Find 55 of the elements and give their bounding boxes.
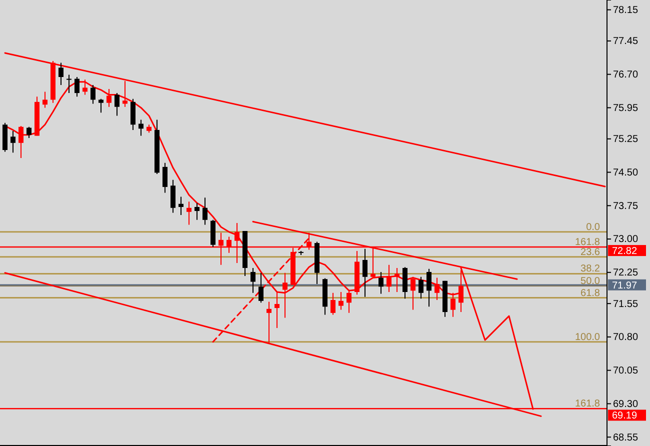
candlestick (378, 271, 384, 294)
y-tick-label: 72.25 (613, 268, 638, 279)
candlestick (178, 196, 184, 216)
candlestick (362, 248, 368, 298)
y-tick-label: 78.15 (613, 4, 638, 16)
ref-line-label: 69.19 (612, 410, 638, 422)
candlestick (66, 74, 72, 94)
candlestick (74, 76, 80, 98)
candlestick (26, 126, 32, 138)
y-tick-label: 76.70 (613, 70, 638, 81)
y-tick-label: 70.05 (613, 366, 638, 377)
annotation: 161.8 (574, 237, 600, 248)
candlestick (58, 62, 64, 86)
candlestick (202, 197, 208, 226)
candlestick (106, 88, 112, 108)
annotation: 161.8 (574, 398, 600, 410)
candlestick (138, 119, 144, 136)
candlestick (186, 201, 192, 226)
y-tick-label: 71.55 (613, 298, 638, 310)
annotation: 38.2 (580, 264, 600, 275)
candlestick (338, 291, 344, 310)
candlestick (42, 91, 48, 108)
annotation: 23.6 (580, 246, 600, 258)
candlestick (98, 98, 104, 114)
ref-line-label: 72.82 (612, 246, 638, 258)
y-tick-label: 77.45 (613, 36, 638, 48)
candlestick (386, 264, 392, 292)
candlestick (10, 130, 16, 154)
annotation: 100.0 (574, 332, 600, 343)
candlestick (130, 98, 136, 130)
candlestick (18, 125, 24, 159)
y-tick-label: 73.75 (613, 200, 638, 212)
annotation: 0.0 (586, 222, 600, 233)
y-tick-label: 68.55 (613, 432, 638, 444)
candlestick (250, 267, 256, 294)
y-tick-label: 75.95 (613, 102, 638, 114)
candlestick (258, 272, 264, 304)
annotation: 50.0 (580, 276, 600, 287)
candlestick (194, 202, 200, 220)
candlestick (170, 179, 176, 214)
y-tick-label: 73.00 (613, 234, 638, 246)
candlestick (90, 84, 96, 104)
annotation: 61.8 (580, 288, 600, 299)
ref-line-label: 71.97 (612, 280, 638, 292)
candlestick (114, 92, 120, 116)
candlestick (426, 268, 432, 308)
candlestick (162, 162, 168, 194)
candlestick (330, 292, 336, 316)
candlestick (266, 301, 272, 344)
y-tick-label: 75.25 (613, 134, 638, 146)
y-tick-label: 70.80 (613, 332, 638, 344)
y-tick-label: 74.50 (613, 167, 638, 178)
y-tick-label: 69.30 (613, 398, 638, 410)
candlestick (394, 267, 400, 292)
candlestick (418, 276, 424, 300)
